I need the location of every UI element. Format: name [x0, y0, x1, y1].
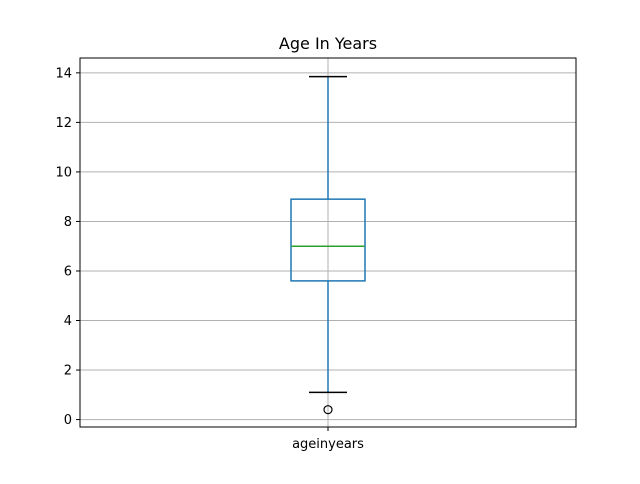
y-tick-label: 4: [64, 314, 72, 329]
y-tick-label: 6: [64, 264, 72, 279]
chart-title: Age In Years: [279, 34, 377, 53]
y-tick-label: 8: [64, 215, 72, 230]
iqr-box: [290, 198, 366, 282]
outlier-point: [323, 405, 333, 415]
axis-layer: 0 2 4 6 8 10 12 14 ageinyears: [55, 66, 364, 452]
y-tick-label: 2: [64, 364, 72, 379]
y-tick-label: 0: [64, 413, 72, 428]
y-tick-label: 12: [55, 116, 72, 131]
y-tick-label: 14: [55, 66, 72, 81]
y-tick-label: 10: [55, 165, 72, 180]
x-tick-label: ageinyears: [292, 437, 364, 452]
plot-layer: [290, 75, 366, 415]
